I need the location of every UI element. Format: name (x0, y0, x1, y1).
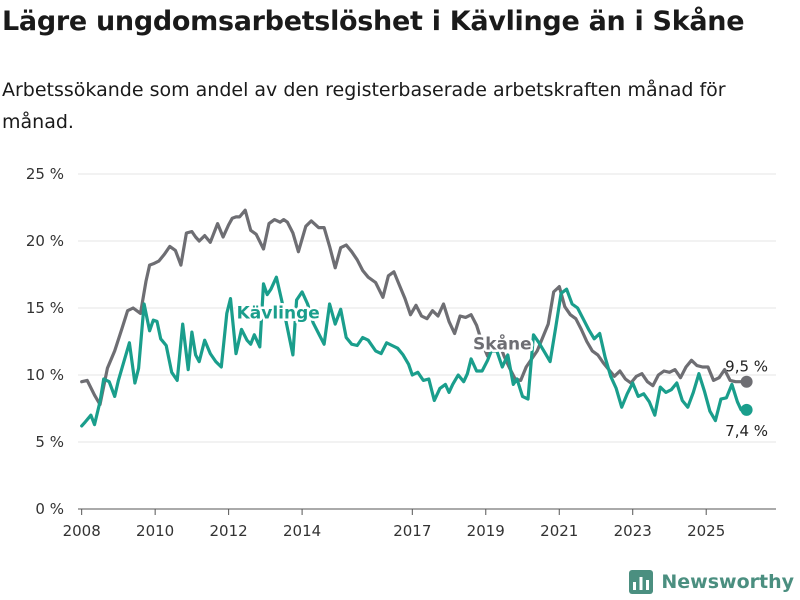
brand-name: Newsworthy (661, 571, 794, 593)
x-tick-label: 2023 (614, 522, 652, 540)
x-tick-label: 2021 (540, 522, 578, 540)
gridlines (78, 173, 776, 510)
y-tick-label: 15 % (26, 299, 64, 317)
y-axis: 0 % 5 % 10 % 15 % 20 % 25 % (26, 165, 64, 518)
x-tick-label: 2019 (467, 522, 505, 540)
end-point-sk-ne (740, 375, 753, 388)
y-tick-label: 20 % (26, 232, 64, 250)
end-label-sk-ne: 9,5 % (725, 358, 768, 376)
x-tick-label: 2012 (210, 522, 248, 540)
x-tick-label: 2010 (136, 522, 174, 540)
y-tick-label: 25 % (26, 165, 64, 183)
x-tick-label: 2025 (687, 522, 725, 540)
x-tick-label: 2017 (393, 522, 431, 540)
series-label-k-vlinge: Kävlinge (237, 304, 320, 324)
series-labels: 9,5 % Skåne 7,4 % Kävlinge (234, 301, 768, 440)
series-group (80, 208, 753, 428)
line-chart: 0 %5 %10 %15 %20 %25 % 2008 2010 2012 2014 2… (26, 165, 776, 540)
chart-title: Lägre ungdomsarbetslöshet i Kävlinge än … (2, 6, 745, 37)
end-point-k-vlinge (740, 403, 753, 416)
y-tick-label: 0 % (35, 500, 64, 518)
newsworthy-logo: Newsworthy (629, 570, 794, 594)
x-tick-label: 2008 (63, 522, 101, 540)
y-tick-label: 5 % (35, 433, 64, 451)
bar-chart-logo-icon (629, 570, 654, 594)
series-line-k-vlinge (80, 275, 749, 428)
series-line-sk-ne (80, 208, 749, 407)
chart-subtitle: Arbetssökande som andel av den registerb… (2, 79, 726, 133)
y-tick-label: 10 % (26, 366, 64, 384)
x-axis: 2008 2010 2012 2014 2017 2019 2021 2023 2025 (63, 509, 725, 540)
x-tick-label: 2014 (283, 522, 321, 540)
series-label-sk-ne: Skåne (473, 333, 532, 355)
end-label-k-vlinge: 7,4 % (725, 422, 768, 440)
